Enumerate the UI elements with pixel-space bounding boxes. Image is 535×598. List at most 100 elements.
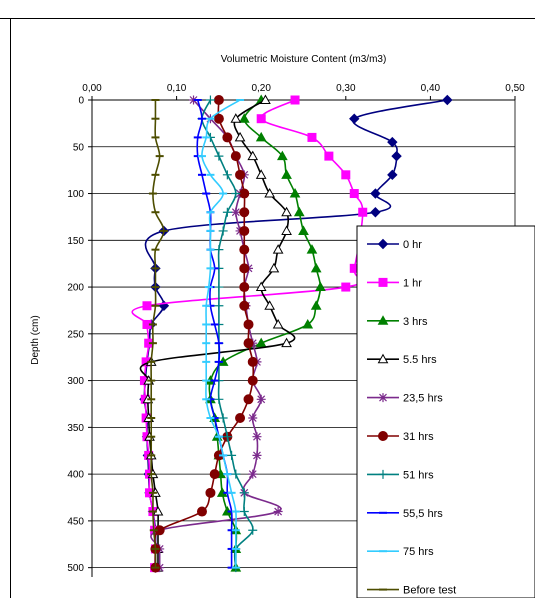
data-point (214, 394, 224, 404)
data-point (378, 277, 388, 287)
y-axis-label: Depth (cm) (30, 315, 41, 364)
data-point (293, 206, 305, 217)
x-tick-label: 0,20 (251, 83, 271, 94)
x-axis-label: Volumetric Moisture Content (m3/m3) (221, 54, 387, 65)
data-point (239, 244, 250, 255)
data-point (324, 151, 334, 161)
y-tick-label: 0 (78, 96, 84, 107)
data-point (310, 262, 322, 273)
data-point (239, 300, 250, 311)
data-point (315, 281, 326, 292)
legend-label: 1 hr (403, 277, 422, 289)
legend-item: 75 hrs (367, 546, 434, 558)
data-point (239, 507, 249, 517)
y-tick-label: 300 (67, 376, 84, 387)
legend-label: 0 hr (403, 239, 422, 251)
data-point (358, 207, 368, 217)
data-point (209, 469, 220, 480)
data-point (289, 188, 301, 198)
data-point (235, 413, 246, 423)
data-point (264, 300, 276, 310)
data-point (307, 132, 317, 142)
data-point (349, 189, 359, 199)
data-point (214, 245, 224, 255)
data-point (255, 337, 267, 348)
data-point (248, 525, 258, 535)
series-line (150, 100, 165, 568)
x-tick-label: 0,40 (421, 83, 441, 94)
x-tick-label: 0,00 (82, 83, 102, 94)
data-point (142, 301, 152, 311)
data-point (247, 375, 258, 386)
data-point (243, 338, 254, 349)
data-point (281, 225, 292, 235)
data-point (272, 244, 284, 254)
x-tick-label: 0,10 (167, 83, 187, 94)
data-point (227, 450, 237, 460)
data-point (442, 94, 453, 106)
data-point (239, 207, 250, 218)
data-point (281, 206, 292, 217)
data-point (255, 131, 267, 142)
data-point (247, 356, 258, 367)
data-point (218, 413, 228, 423)
data-point (222, 132, 233, 143)
data-point (377, 315, 389, 325)
data-point (281, 169, 292, 179)
legend-label: Before test (403, 585, 456, 597)
legend-item: 23,5 hrs (367, 393, 443, 405)
data-point (239, 188, 250, 199)
legend-item: 3 hrs (367, 315, 428, 328)
data-point (247, 150, 259, 161)
y-tick-label: 450 (67, 516, 84, 527)
data-point (222, 432, 232, 442)
legend-label: 3 hrs (403, 316, 428, 328)
data-point (213, 113, 224, 124)
series-before-test (147, 99, 168, 569)
data-point (378, 469, 388, 479)
data-point (370, 207, 381, 218)
legend-label: 23,5 hrs (403, 393, 443, 405)
y-tick-label: 150 (67, 236, 84, 247)
legend-label: 55,5 hrs (403, 508, 443, 520)
data-point (391, 150, 402, 162)
data-point (252, 432, 262, 442)
data-point (290, 95, 300, 105)
data-point (196, 506, 207, 517)
data-point (276, 150, 288, 161)
data-point (243, 319, 254, 330)
data-point (370, 188, 381, 199)
data-point (310, 300, 322, 310)
data-point (298, 225, 309, 235)
data-point (387, 169, 398, 181)
data-point (239, 225, 250, 236)
data-point (230, 113, 242, 123)
data-point (349, 113, 360, 124)
data-point (214, 282, 224, 292)
legend-item: 51 hrs (367, 469, 434, 481)
data-point (239, 282, 250, 293)
y-tick-label: 250 (67, 329, 84, 340)
data-point (238, 113, 250, 123)
data-point (260, 94, 271, 104)
legend-item: 5.5 hrs (367, 353, 437, 366)
legend-item: 1 hr (367, 277, 422, 289)
data-point (264, 188, 276, 198)
data-point (377, 353, 389, 364)
legend-item: 55,5 hrs (367, 508, 443, 520)
data-point (248, 413, 258, 423)
data-point (230, 151, 241, 162)
data-point (235, 169, 246, 180)
data-point (341, 170, 351, 180)
data-point (252, 450, 262, 460)
legend-item: 0 hr (367, 238, 422, 251)
data-point (243, 394, 254, 405)
data-point (377, 238, 389, 250)
data-point (248, 469, 258, 479)
x-tick-label: 0,50 (505, 83, 525, 94)
legend-label: 75 hrs (403, 546, 434, 558)
legend-label: 31 hrs (403, 431, 434, 443)
data-point (214, 151, 224, 161)
y-tick-label: 500 (67, 563, 84, 574)
